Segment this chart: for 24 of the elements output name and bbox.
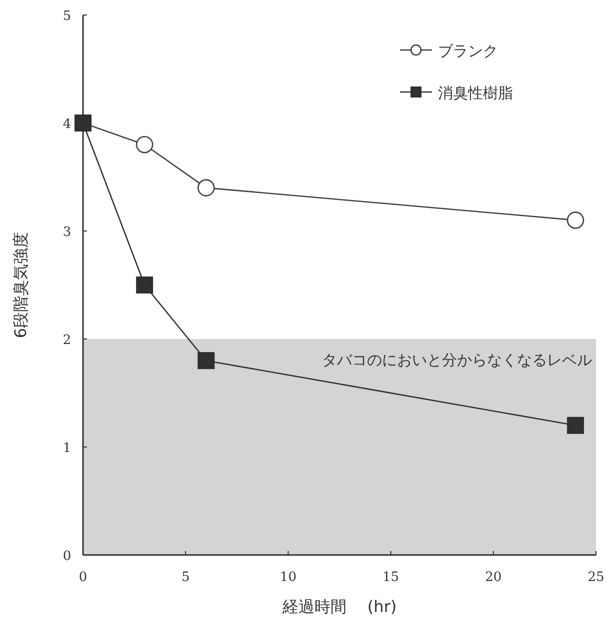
band: タバコのにおいと分からなくなるレベル (83, 339, 596, 555)
point (566, 212, 584, 229)
y-tick-label: 5 (62, 9, 72, 24)
x-axis-title: 経過時間 (hr) (281, 597, 397, 616)
point (197, 179, 215, 196)
point (136, 136, 154, 154)
x-tick-label: 15 (382, 570, 400, 585)
y-tick-label: 4 (62, 117, 72, 132)
legend-label: ブランク (438, 42, 498, 60)
band-label: タバコのにおいと分からなくなるレベル (322, 351, 592, 369)
y-axis-title: 6段階臭気強度 (11, 232, 30, 338)
x-tick-label: 10 (280, 570, 296, 585)
x-tick-label: 20 (485, 570, 502, 585)
x-tick-label: 5 (181, 570, 190, 585)
y-tick-label: 2 (62, 333, 72, 348)
x-tick-label: 0 (78, 570, 88, 585)
point (136, 276, 154, 294)
y-tick-label: 1 (62, 441, 72, 456)
x-tick-label: 25 (588, 570, 604, 585)
y-tick-label: 0 (62, 549, 72, 564)
point (566, 416, 584, 434)
legend-label: 消臭性樹脂 (438, 84, 513, 102)
point (198, 352, 215, 370)
y-tick-label: 3 (62, 225, 72, 240)
